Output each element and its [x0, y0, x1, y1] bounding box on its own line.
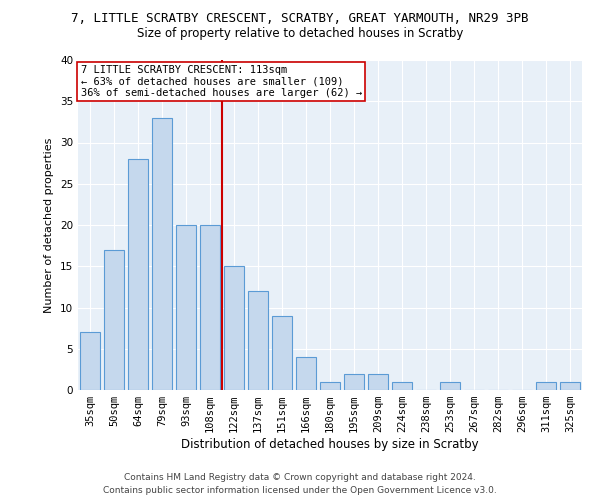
- Bar: [128, 159, 148, 390]
- Text: Size of property relative to detached houses in Scratby: Size of property relative to detached ho…: [137, 28, 463, 40]
- Bar: [80, 332, 100, 390]
- Bar: [392, 382, 412, 390]
- Bar: [320, 382, 340, 390]
- Bar: [152, 118, 172, 390]
- Text: 7, LITTLE SCRATBY CRESCENT, SCRATBY, GREAT YARMOUTH, NR29 3PB: 7, LITTLE SCRATBY CRESCENT, SCRATBY, GRE…: [71, 12, 529, 26]
- Bar: [440, 382, 460, 390]
- Bar: [104, 250, 124, 390]
- Bar: [200, 225, 220, 390]
- Bar: [368, 374, 388, 390]
- X-axis label: Distribution of detached houses by size in Scratby: Distribution of detached houses by size …: [181, 438, 479, 451]
- Text: Contains HM Land Registry data © Crown copyright and database right 2024.
Contai: Contains HM Land Registry data © Crown c…: [103, 474, 497, 495]
- Bar: [224, 266, 244, 390]
- Bar: [560, 382, 580, 390]
- Bar: [272, 316, 292, 390]
- Bar: [296, 357, 316, 390]
- Bar: [344, 374, 364, 390]
- Y-axis label: Number of detached properties: Number of detached properties: [44, 138, 55, 312]
- Bar: [176, 225, 196, 390]
- Bar: [248, 291, 268, 390]
- Bar: [536, 382, 556, 390]
- Text: 7 LITTLE SCRATBY CRESCENT: 113sqm
← 63% of detached houses are smaller (109)
36%: 7 LITTLE SCRATBY CRESCENT: 113sqm ← 63% …: [80, 65, 362, 98]
